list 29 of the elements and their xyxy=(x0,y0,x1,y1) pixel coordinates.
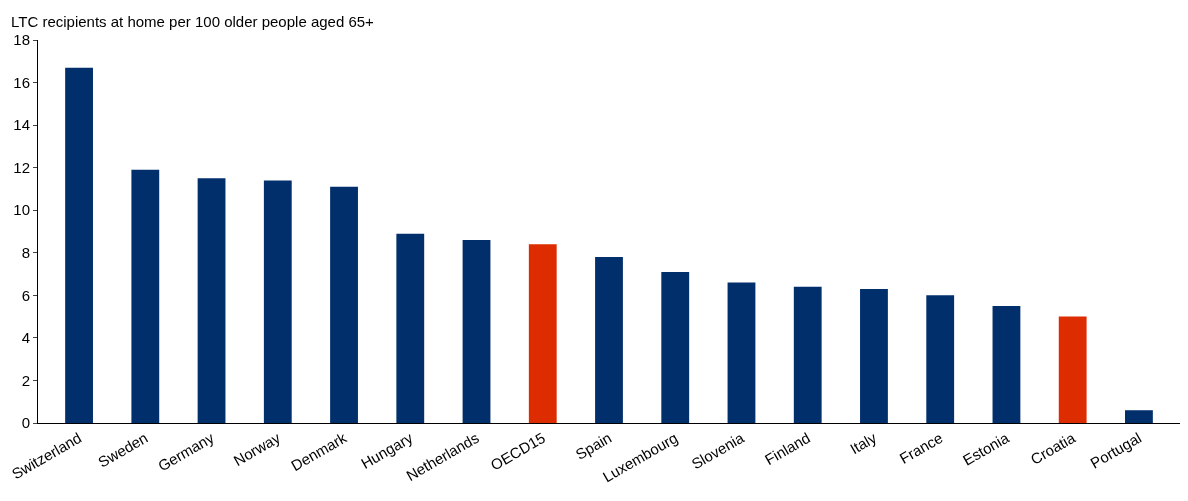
bar xyxy=(661,271,690,423)
y-axis-title: LTC recipients at home per 100 older people aged 65+ xyxy=(11,13,375,30)
bar xyxy=(1058,316,1087,423)
y-tick-label: 18 xyxy=(13,31,30,49)
bar xyxy=(263,180,292,423)
y-tick-label: 16 xyxy=(13,73,30,91)
bar xyxy=(595,257,623,423)
bar xyxy=(992,305,1021,423)
y-tick-label: 6 xyxy=(21,286,30,304)
bar xyxy=(727,282,756,423)
bar xyxy=(926,295,955,423)
y-tick-label: 2 xyxy=(21,371,30,389)
y-tick-label: 10 xyxy=(13,201,30,219)
bar xyxy=(65,67,93,423)
bar xyxy=(131,169,160,423)
y-tick-label: 0 xyxy=(21,414,30,432)
bar xyxy=(197,178,226,423)
y-tick-label: 14 xyxy=(13,116,30,134)
bar xyxy=(396,233,425,423)
y-tick-label: 8 xyxy=(21,244,30,262)
bar xyxy=(793,286,822,423)
y-tick-label: 12 xyxy=(13,158,30,176)
bar xyxy=(528,244,557,423)
bar xyxy=(330,186,358,423)
bar xyxy=(462,240,491,423)
bar xyxy=(1125,410,1153,423)
x-tick-label: Italy xyxy=(846,428,880,458)
y-tick-label: 4 xyxy=(21,329,30,347)
bar xyxy=(860,288,888,423)
